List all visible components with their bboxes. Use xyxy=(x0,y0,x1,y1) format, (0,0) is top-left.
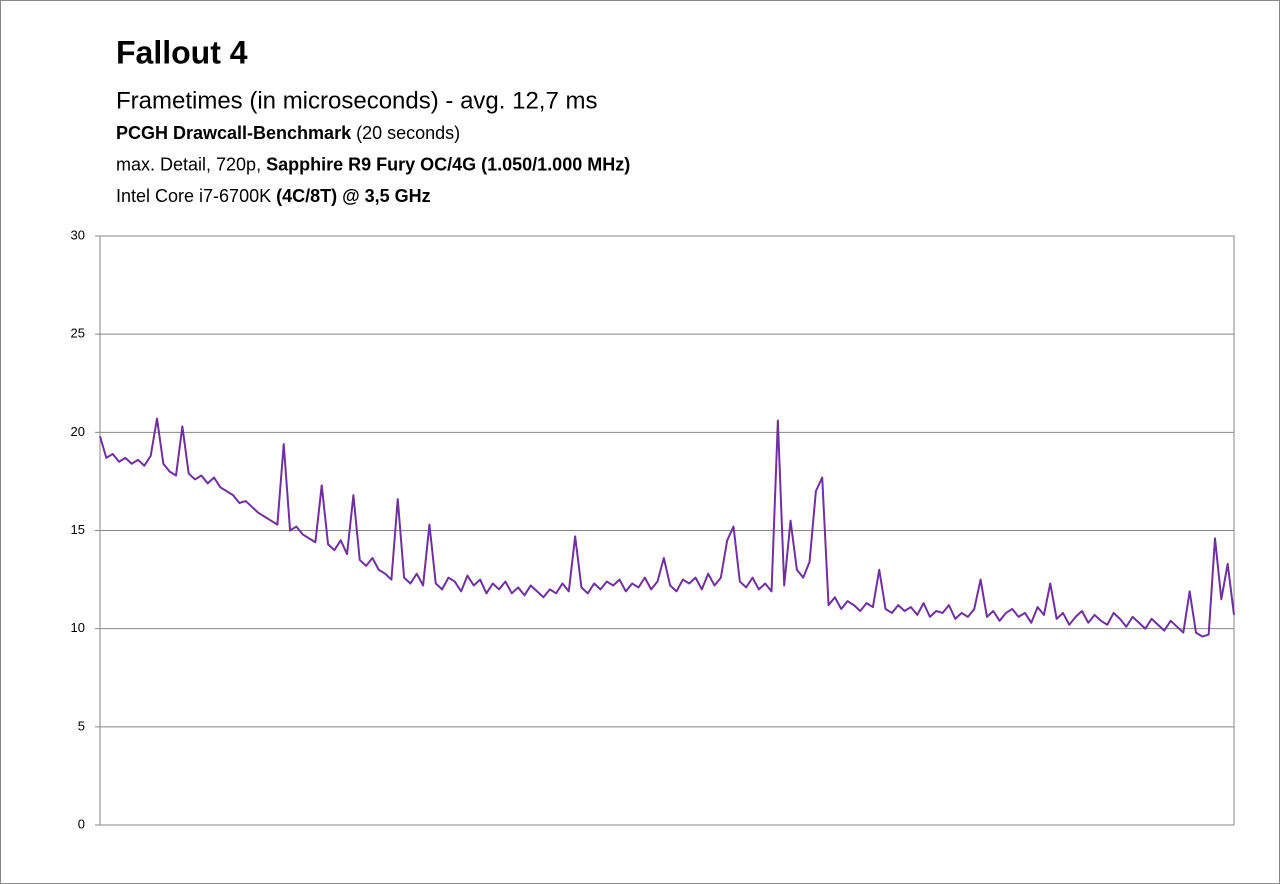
note-part: max. Detail, 720p, xyxy=(116,154,266,174)
y-tick-label: 25 xyxy=(71,326,85,341)
y-tick-label: 10 xyxy=(71,620,85,635)
y-tick-label: 30 xyxy=(71,227,85,242)
data-line xyxy=(99,417,1235,638)
note-part: PCGH Drawcall-Benchmark xyxy=(116,123,352,143)
chart-note: max. Detail, 720p, Sapphire R9 Fury OC/4… xyxy=(116,154,630,174)
note-part: Intel Core i7-6700K xyxy=(116,186,276,206)
chart-note: Intel Core i7-6700K (4C/8T) @ 3,5 GHz xyxy=(116,186,431,206)
y-tick-label: 5 xyxy=(78,718,85,733)
note-part: (20 seconds) xyxy=(351,123,460,143)
y-tick-label: 20 xyxy=(71,424,85,439)
chart-subtitle: Frametimes (in microseconds) - avg. 12,7… xyxy=(116,87,597,114)
y-tick-label: 0 xyxy=(78,816,85,831)
chart-note: PCGH Drawcall-Benchmark (20 seconds) xyxy=(116,123,460,143)
note-part: Sapphire R9 Fury OC/4G (1.050/1.000 MHz) xyxy=(266,154,630,174)
chart-title: Fallout 4 xyxy=(116,34,248,70)
y-tick-label: 15 xyxy=(71,522,85,537)
note-part: (4C/8T) @ 3,5 GHz xyxy=(276,186,431,206)
